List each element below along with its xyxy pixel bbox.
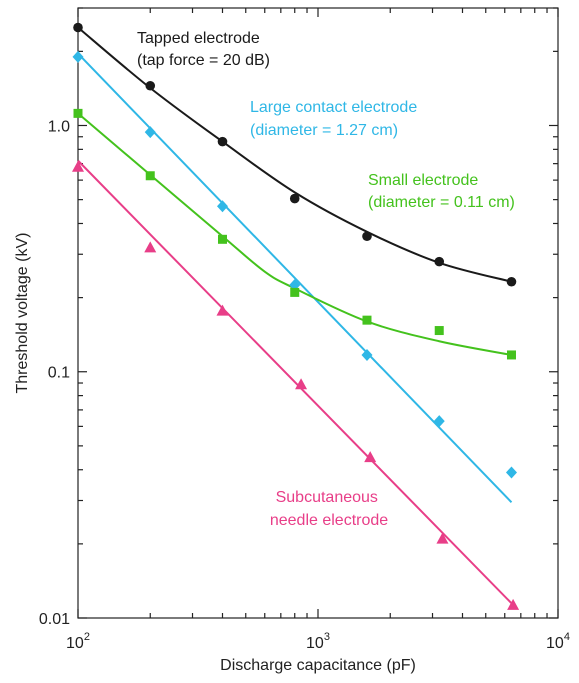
square-marker-series-2 xyxy=(362,315,372,325)
fit-line-series-2 xyxy=(77,112,512,356)
diamond-marker-series-1 xyxy=(361,348,373,361)
circle-marker-series-0 xyxy=(145,80,156,91)
square-marker-series-2 xyxy=(217,234,227,244)
square-marker-series-2 xyxy=(506,350,516,360)
axis-ticks xyxy=(77,7,559,619)
x-tick-label: 103 xyxy=(306,631,330,652)
fit-line-series-1 xyxy=(77,52,513,503)
square-marker-series-2 xyxy=(145,171,155,181)
y-axis-label: Threshold voltage (kV) xyxy=(14,233,31,394)
fit-line-series-3 xyxy=(77,159,514,606)
diamond-marker-series-1 xyxy=(216,200,228,213)
x-tick-label: 104 xyxy=(546,631,570,652)
circle-marker-series-0 xyxy=(362,231,372,242)
circle-marker-series-0 xyxy=(73,22,83,33)
diamond-marker-series-1 xyxy=(433,415,445,428)
circle-marker-series-0 xyxy=(289,193,300,204)
series-label-needle: Subcutaneous needle electrode xyxy=(270,489,388,529)
y-tick-label: 0.1 xyxy=(48,365,70,382)
circle-marker-series-0 xyxy=(217,136,228,147)
diamond-marker-series-1 xyxy=(505,466,517,479)
square-marker-series-2 xyxy=(434,326,444,336)
axis-labels: 102 103 104 0.01 0.1 1.0 xyxy=(39,118,570,652)
series-label-large-contact: Large contact electrode (diameter = 1.27… xyxy=(250,99,422,139)
triangle-marker-series-3 xyxy=(216,304,229,316)
triangle-marker-series-3 xyxy=(436,532,449,544)
x-axis-label: Discharge capacitance (pF) xyxy=(220,657,416,674)
series-label-tapped: Tapped electrode (tap force = 20 dB) xyxy=(137,30,270,69)
series-label-small: Small electrode (diameter = 0.11 cm) xyxy=(368,172,515,211)
triangle-marker-series-3 xyxy=(364,451,377,463)
circle-marker-series-0 xyxy=(434,256,445,267)
diamond-marker-series-1 xyxy=(144,126,156,139)
circle-marker-series-0 xyxy=(506,276,517,287)
triangle-marker-series-3 xyxy=(72,160,84,172)
x-tick-label: 102 xyxy=(66,631,90,652)
square-marker-series-2 xyxy=(73,108,83,118)
square-marker-series-2 xyxy=(290,287,300,297)
data-markers xyxy=(72,22,520,610)
triangle-marker-series-3 xyxy=(295,378,308,390)
triangle-marker-series-3 xyxy=(507,598,520,610)
triangle-marker-series-3 xyxy=(144,241,157,253)
diamond-marker-series-1 xyxy=(72,50,84,63)
y-tick-label: 1.0 xyxy=(48,118,70,135)
y-tick-label: 0.01 xyxy=(39,611,70,628)
